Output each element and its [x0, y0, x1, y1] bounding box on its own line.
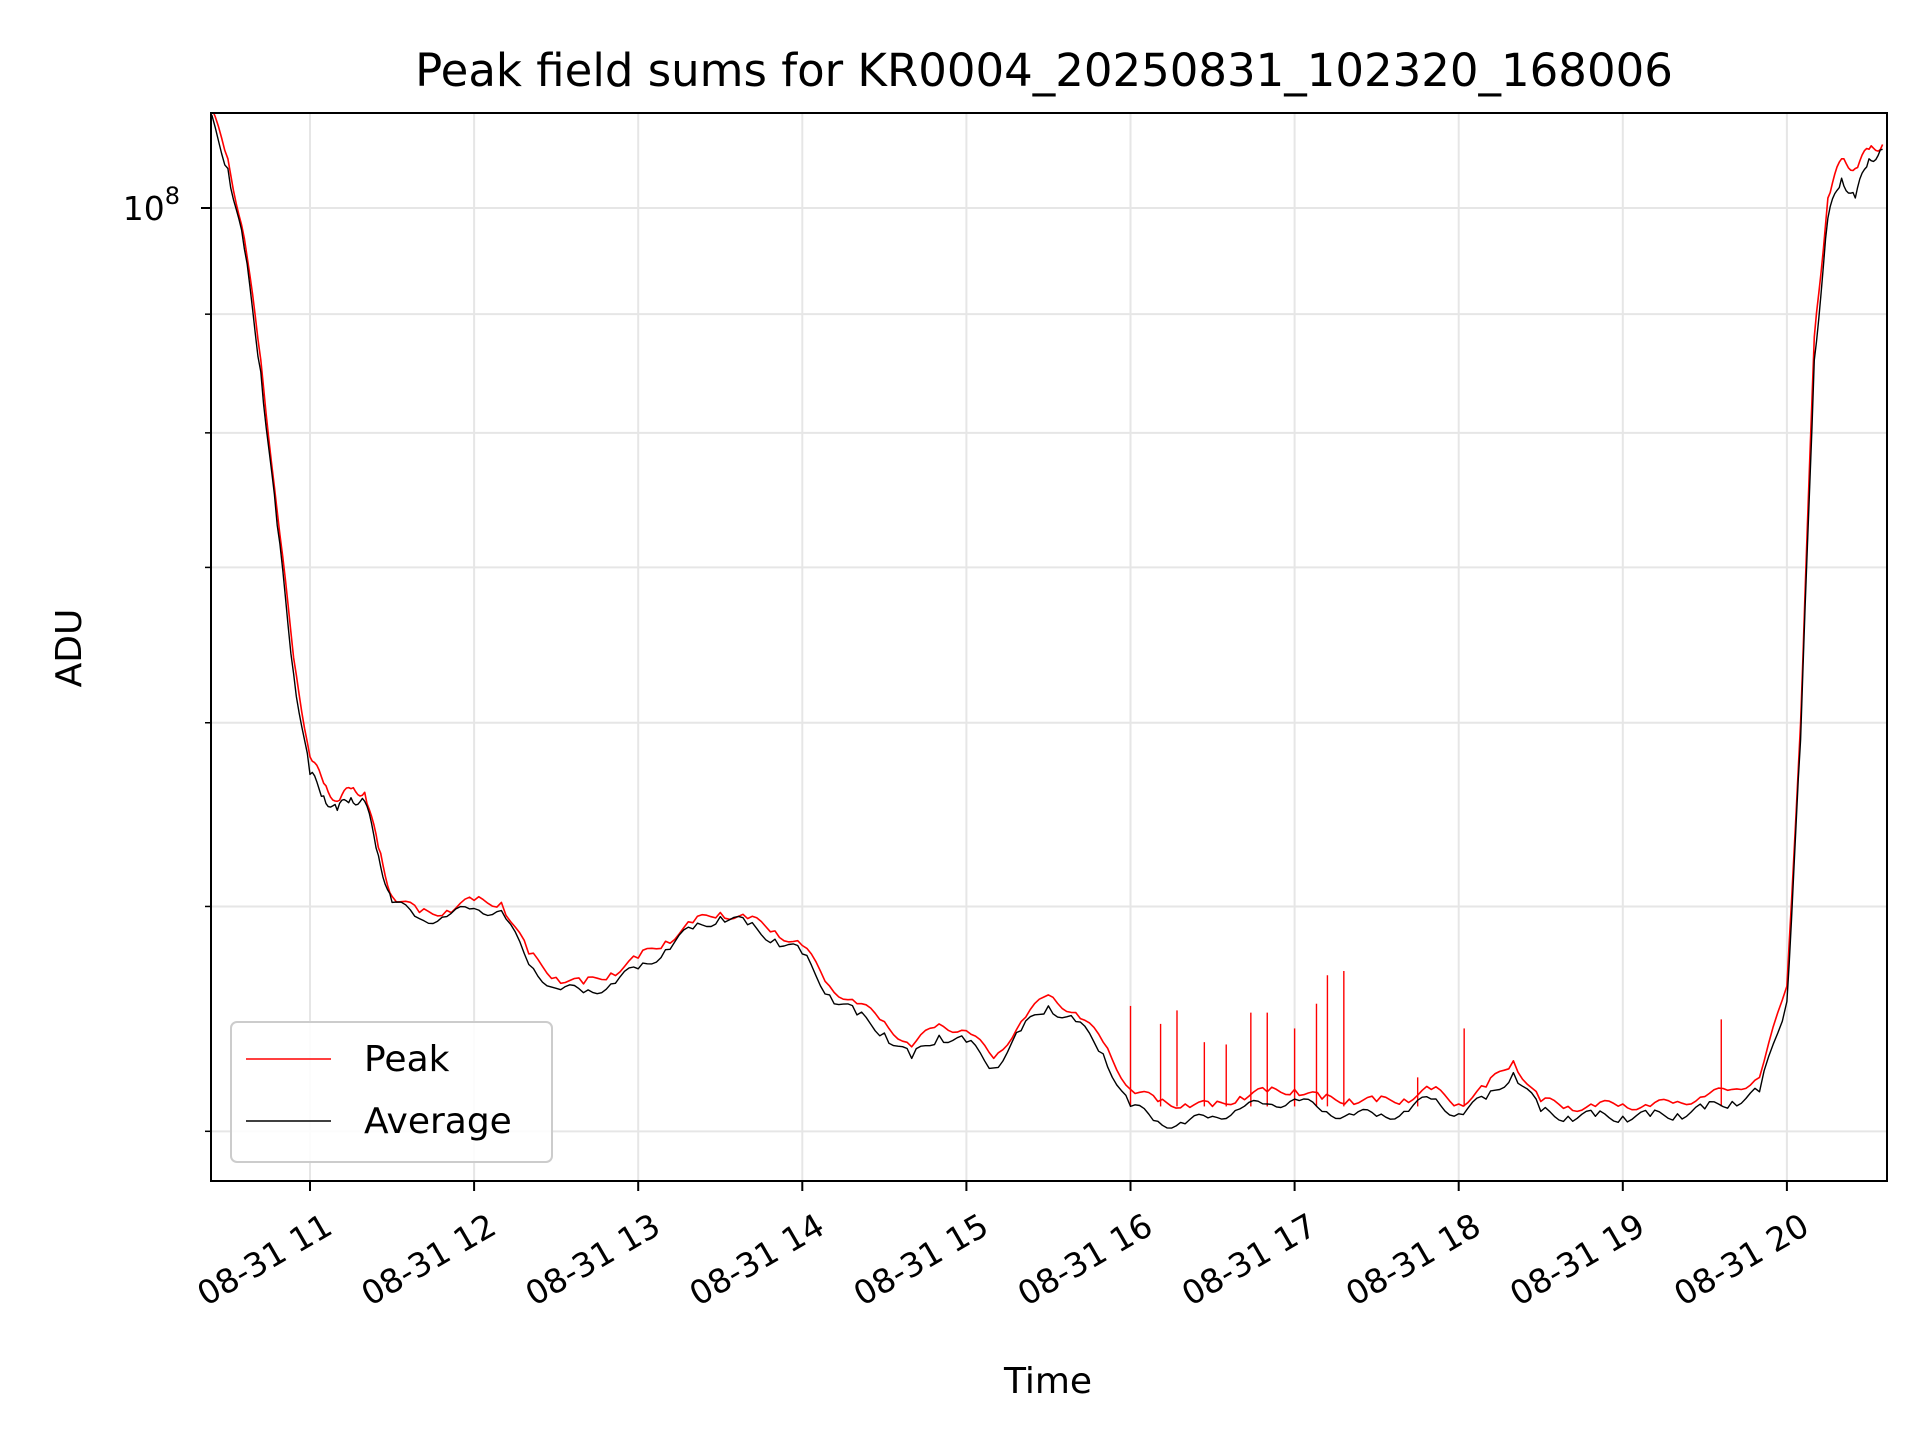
legend-label-average: Average	[364, 1101, 512, 1142]
y-tick-label: 108	[123, 182, 180, 228]
legend-label-peak: Peak	[364, 1039, 450, 1080]
series-line-peak	[212, 113, 1884, 1113]
plot-series	[211, 113, 1884, 1129]
series-line-average	[211, 113, 1883, 1129]
legend: Peak Average	[230, 1021, 553, 1163]
grid	[211, 113, 1887, 1181]
y-axis: 108	[123, 182, 211, 1133]
y-axis-label: ADU	[49, 609, 90, 688]
x-axis-label: Time	[1003, 1361, 1092, 1402]
plot-frame	[210, 112, 1888, 1182]
chart-title: Peak field sums for KR0004_20250831_1023…	[415, 44, 1673, 97]
legend-box	[230, 1021, 553, 1163]
